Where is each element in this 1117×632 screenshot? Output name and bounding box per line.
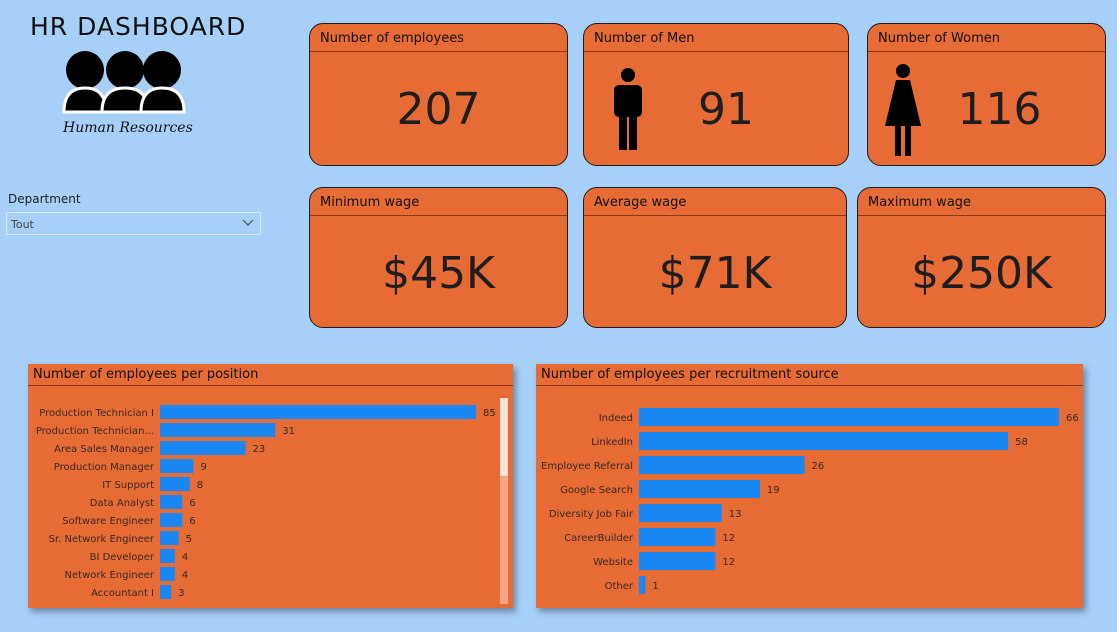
data-label: 4 — [182, 570, 188, 581]
bar[interactable] — [160, 459, 194, 473]
category-label: Area Sales Manager — [54, 444, 155, 455]
maximum-wage-card-title: Maximum wage — [858, 188, 1105, 216]
position-chart-scroll-thumb[interactable] — [500, 398, 508, 476]
data-label: 6 — [189, 516, 195, 527]
data-label: 9 — [200, 462, 206, 473]
employees-card: Number of employees 207 — [309, 23, 568, 166]
data-label: 13 — [729, 509, 742, 520]
employees-card-value: 207 — [396, 84, 481, 135]
data-label: 58 — [1015, 437, 1028, 448]
bar[interactable] — [160, 585, 172, 599]
bar[interactable] — [639, 504, 722, 522]
category-label: Google Search — [560, 485, 633, 496]
category-label: Diversity Job Fair — [549, 509, 634, 520]
category-label: Software Engineer — [62, 516, 155, 527]
category-label: Sr. Network Engineer — [49, 534, 155, 545]
category-label: Website — [593, 557, 633, 568]
bar[interactable] — [639, 432, 1009, 450]
bar[interactable] — [160, 513, 183, 527]
bar[interactable] — [160, 423, 276, 437]
chevron-down-icon — [242, 219, 254, 226]
bar[interactable] — [160, 441, 246, 455]
category-label: Production Technician... — [36, 426, 154, 437]
category-label: CareerBuilder — [564, 533, 634, 544]
women-card-value: 116 — [957, 84, 1042, 135]
position-chart-title: Number of employees per position — [28, 364, 513, 386]
position-chart-scrollbar[interactable] — [500, 398, 508, 604]
category-label: Network Engineer — [65, 570, 155, 581]
bar[interactable] — [639, 480, 760, 498]
men-card-title: Number of Men — [584, 24, 848, 52]
man-icon — [614, 68, 642, 150]
data-label: 12 — [722, 533, 735, 544]
average-wage-card-value: $71K — [658, 248, 772, 299]
bar[interactable] — [639, 528, 716, 546]
bar[interactable] — [160, 477, 190, 491]
bar[interactable] — [160, 405, 476, 419]
data-label: 4 — [182, 552, 188, 563]
woman-icon — [885, 64, 921, 156]
department-dropdown-value: Tout — [11, 218, 34, 231]
average-wage-card: Average wage $71K — [583, 187, 847, 328]
data-label: 26 — [811, 461, 824, 472]
data-label: 85 — [483, 408, 496, 419]
employees-card-title: Number of employees — [310, 24, 567, 52]
data-label: 1 — [652, 581, 658, 592]
dashboard-title: HR DASHBOARD — [30, 12, 247, 41]
minimum-wage-card: Minimum wage $45K — [309, 187, 568, 328]
men-card-value: 91 — [698, 84, 754, 135]
category-label: Production Technician I — [39, 408, 154, 419]
bar[interactable] — [639, 456, 805, 474]
data-label: 12 — [722, 557, 735, 568]
minimum-wage-card-value: $45K — [382, 248, 495, 299]
data-label: 23 — [253, 444, 266, 455]
data-label: 3 — [178, 588, 184, 599]
category-label: Employee Referral — [541, 461, 633, 472]
people-group-icon — [62, 51, 186, 114]
maximum-wage-card: Maximum wage $250K — [857, 187, 1106, 328]
bar[interactable] — [639, 552, 716, 570]
maximum-wage-card-value: $250K — [911, 248, 1052, 299]
women-card-title: Number of Women — [868, 24, 1105, 52]
bar[interactable] — [639, 408, 1059, 426]
bar[interactable] — [160, 567, 175, 581]
department-filter-label: Department — [8, 192, 81, 206]
data-label: 6 — [189, 498, 195, 509]
position-chart-panel: Number of employees per position — [28, 364, 513, 608]
women-card: Number of Women 116 — [867, 23, 1106, 166]
category-label: Indeed — [599, 413, 633, 424]
department-dropdown[interactable]: Tout — [6, 212, 261, 235]
category-label: LinkedIn — [591, 437, 633, 448]
category-label: Accountant I — [91, 588, 154, 599]
data-label: 8 — [197, 480, 203, 491]
bar[interactable] — [160, 549, 175, 563]
category-label: Production Manager — [54, 462, 155, 473]
category-label: Other — [605, 581, 634, 592]
category-label: IT Support — [102, 480, 154, 491]
bar[interactable] — [160, 495, 183, 509]
data-label: 19 — [767, 485, 780, 496]
logo-subtitle: Human Resources — [63, 120, 193, 136]
data-label: 5 — [186, 534, 192, 545]
recruitment-chart-panel: Number of employees per recruitment sour… — [536, 364, 1083, 608]
bar[interactable] — [160, 531, 179, 545]
men-card: Number of Men 91 — [583, 23, 849, 166]
category-label: BI Developer — [90, 552, 155, 563]
recruitment-bar-chart: Indeed 66 LinkedIn 58 Employee Referral 26 Goo… — [541, 408, 1079, 594]
data-label: 31 — [282, 426, 295, 437]
recruitment-chart-title: Number of employees per recruitment sour… — [536, 364, 1083, 386]
bar[interactable] — [639, 576, 646, 594]
average-wage-card-title: Average wage — [584, 188, 846, 216]
minimum-wage-card-title: Minimum wage — [310, 188, 567, 216]
category-label: Data Analyst — [90, 498, 154, 509]
data-label: 66 — [1066, 413, 1079, 424]
